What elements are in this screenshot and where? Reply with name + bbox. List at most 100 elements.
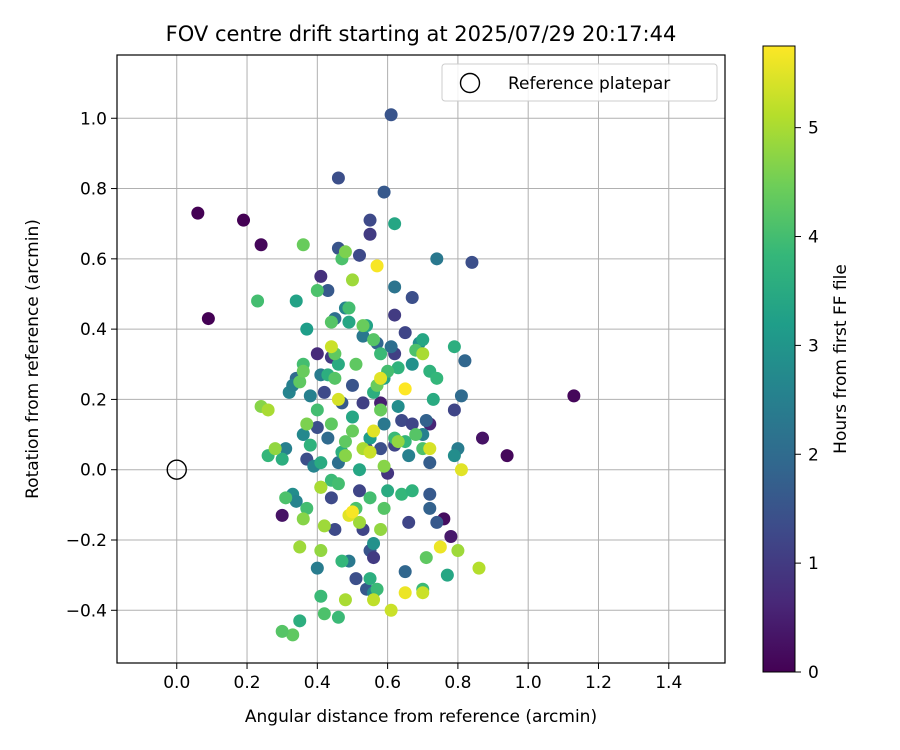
colorbar-tick-label: 2: [808, 445, 819, 465]
data-point: [275, 624, 289, 638]
data-point: [419, 551, 433, 565]
data-point: [296, 364, 310, 378]
data-point: [342, 315, 356, 329]
legend-reference-label: Reference platepar: [508, 74, 670, 94]
data-point: [289, 494, 303, 508]
data-point: [433, 540, 447, 554]
data-point: [310, 403, 324, 417]
data-point: [500, 449, 514, 463]
data-point: [345, 378, 359, 392]
data-point: [391, 361, 405, 375]
colorbar-ticks: 0 1 2 3 4 5: [795, 119, 819, 683]
data-point: [286, 628, 300, 642]
data-point: [423, 442, 437, 456]
data-point: [300, 501, 314, 515]
x-tick-label: 0.6: [374, 673, 401, 693]
data-point: [293, 614, 307, 628]
data-point: [416, 333, 430, 347]
data-point: [300, 322, 314, 336]
data-point: [338, 245, 352, 259]
colorbar-gradient: [762, 45, 796, 673]
data-point: [338, 435, 352, 449]
data-point: [395, 414, 409, 428]
data-point: [296, 238, 310, 252]
data-point: [423, 487, 437, 501]
colorbar-label: Hours from first FF file: [831, 264, 851, 454]
data-point: [405, 357, 419, 371]
data-point: [402, 515, 416, 529]
data-point: [363, 227, 377, 241]
data-point: [328, 371, 342, 385]
data-point: [331, 171, 345, 185]
data-point: [416, 347, 430, 361]
data-point: [391, 435, 405, 449]
data-point: [317, 519, 331, 533]
data-point: [314, 589, 328, 603]
data-point: [314, 456, 328, 470]
data-point: [444, 529, 458, 543]
data-point: [423, 501, 437, 515]
data-point: [377, 417, 391, 431]
data-point: [328, 522, 342, 536]
reference-point-group: [166, 459, 187, 480]
data-point: [476, 431, 490, 445]
data-point: [447, 449, 461, 463]
data-point: [335, 554, 349, 568]
data-point: [345, 424, 359, 438]
data-point: [451, 544, 465, 558]
data-point: [321, 431, 335, 445]
colorbar-tick-label: 4: [808, 228, 819, 248]
data-point: [314, 269, 328, 283]
data-point: [370, 259, 384, 273]
y-axis-label: Rotation from reference (arcmin): [23, 219, 43, 499]
x-tick-label: 0.4: [304, 673, 331, 693]
data-point: [395, 487, 409, 501]
y-tick-label: −0.4: [66, 601, 107, 621]
data-point: [349, 572, 363, 586]
data-point: [447, 403, 461, 417]
data-point: [374, 403, 388, 417]
data-point: [374, 371, 388, 385]
data-point: [458, 354, 472, 368]
data-point: [275, 508, 289, 522]
data-point: [398, 326, 412, 340]
data-point: [345, 273, 359, 287]
data-point: [310, 561, 324, 575]
data-point: [381, 484, 395, 498]
data-point: [398, 382, 412, 396]
data-point: [384, 603, 398, 617]
data-point: [374, 522, 388, 536]
data-point: [384, 108, 398, 122]
data-point: [296, 512, 310, 526]
x-tick-label: 1.4: [655, 673, 682, 693]
data-point: [324, 315, 338, 329]
y-tick-label: 0.4: [80, 320, 107, 340]
data-point: [268, 442, 282, 456]
data-point: [465, 255, 479, 269]
data-point: [324, 491, 338, 505]
data-point: [310, 283, 324, 297]
x-tick-label: 0.0: [163, 673, 190, 693]
data-points: [191, 108, 581, 642]
legend-reference-marker: [459, 72, 481, 94]
colorbar-tick-label: 3: [808, 336, 819, 356]
y-tick-label: −0.2: [66, 531, 107, 551]
data-point: [398, 565, 412, 579]
colorbar: 0 1 2 3 4 5 Hours from first FF file: [762, 45, 851, 683]
data-point: [363, 445, 377, 459]
data-point: [321, 283, 335, 297]
data-point: [367, 593, 381, 607]
data-point: [303, 389, 317, 403]
data-point: [388, 280, 402, 294]
x-axis-ticks: 0.0 0.2 0.4 0.6 0.8 1.0 1.2 1.4: [163, 663, 682, 693]
colorbar-tick-label: 1: [808, 554, 819, 574]
data-point: [363, 213, 377, 227]
data-point: [310, 347, 324, 361]
data-point: [191, 206, 205, 220]
data-point: [430, 515, 444, 529]
data-point: [254, 238, 268, 252]
data-point: [345, 505, 359, 519]
data-point: [426, 392, 440, 406]
legend: Reference platepar: [441, 63, 718, 102]
